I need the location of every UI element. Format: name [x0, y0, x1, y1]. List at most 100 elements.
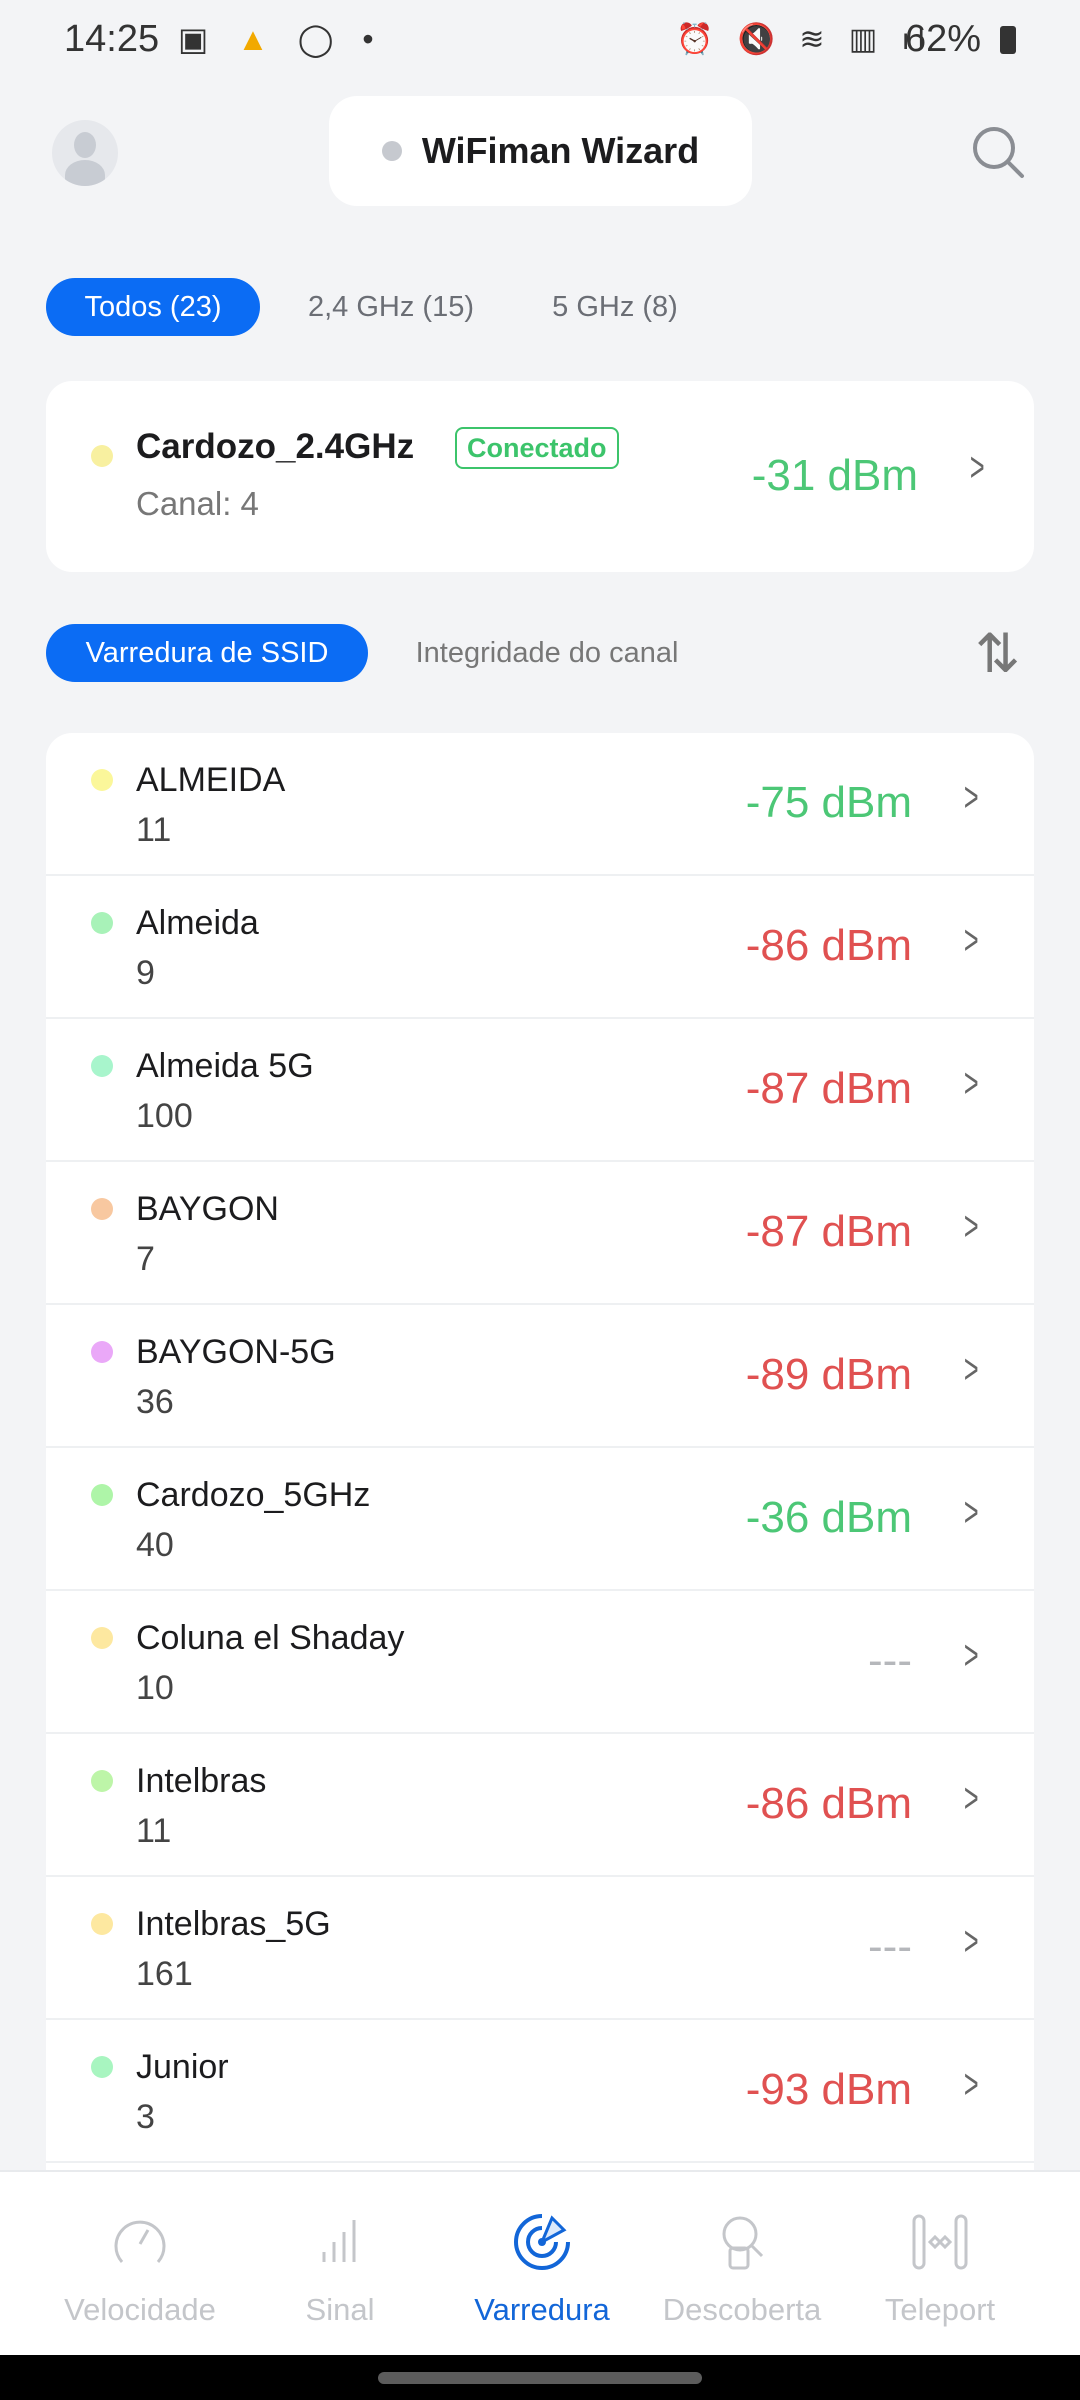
network-channel: 100	[136, 1097, 193, 1135]
nav-label: Varredura	[474, 2292, 610, 2327]
connected-signal: -31 dBm	[751, 451, 918, 500]
network-signal: ---	[868, 1922, 912, 1971]
chevron-right-icon: >	[964, 773, 980, 820]
avatar[interactable]	[52, 120, 118, 186]
nav-descoberta[interactable]: Descoberta	[634, 2172, 850, 2357]
network-row[interactable]: Almeida 9 -86 dBm >	[46, 876, 1034, 1019]
network-channel: 9	[136, 954, 155, 992]
network-ssid: Intelbras	[136, 1762, 267, 1800]
chevron-right-icon: >	[964, 1917, 980, 1964]
chevron-right-icon: >	[964, 1059, 980, 1106]
network-row[interactable]: BAYGON-5G 36 -89 dBm >	[46, 1305, 1034, 1448]
tab-2-4ghz[interactable]: 2,4 GHz (15)	[308, 290, 474, 323]
network-signal: -87 dBm	[745, 1207, 912, 1256]
radar-icon	[514, 2214, 570, 2270]
tab-5ghz[interactable]: 5 GHz (8)	[552, 290, 678, 323]
nav-teleport[interactable]: Teleport	[832, 2172, 1048, 2357]
chevron-right-icon: >	[970, 443, 986, 490]
nav-varredura[interactable]: Varredura	[434, 2172, 650, 2357]
page-title: WiFiman Wizard	[421, 130, 700, 171]
network-signal: -87 dBm	[745, 1064, 912, 1113]
network-signal: ---	[868, 1636, 912, 1685]
tab-channel-health[interactable]: Integridade do canal	[415, 636, 679, 669]
network-color-dot	[91, 2056, 113, 2078]
network-channel: 11	[136, 1812, 172, 1850]
bottom-nav: Velocidade Sinal Varredura Descoberta Te…	[0, 2170, 1080, 2355]
chevron-right-icon: >	[964, 1774, 980, 1821]
network-color-dot	[91, 1770, 113, 1792]
network-ssid: Junior	[136, 2048, 229, 2086]
network-channel: 11	[136, 811, 172, 849]
network-row[interactable]: Junior 3 -93 dBm >	[46, 2020, 1034, 2163]
network-ssid: ALMEIDA	[136, 761, 286, 799]
network-row[interactable]: Intelbras_5G 161 --- >	[46, 1877, 1034, 2020]
sort-icon[interactable]: ⇅	[975, 624, 1021, 684]
network-ssid: Almeida	[136, 904, 259, 942]
network-ssid: BAYGON-5G	[136, 1333, 336, 1371]
chevron-right-icon: >	[964, 1345, 980, 1392]
network-color-dot	[91, 912, 113, 934]
nav-velocidade[interactable]: Velocidade	[32, 2172, 248, 2357]
network-signal: -75 dBm	[745, 778, 912, 827]
device-selector[interactable]: WiFiman Wizard	[329, 96, 752, 206]
chevron-right-icon: >	[964, 2060, 980, 2107]
network-list: ALMEIDA 11 -75 dBm > Almeida 9 -86 dBm >…	[46, 733, 1034, 2170]
network-channel: 3	[136, 2098, 155, 2136]
nav-label: Sinal	[305, 2292, 375, 2327]
network-row[interactable]: BAYGON 7 -87 dBm >	[46, 1162, 1034, 1305]
network-ssid: BAYGON	[136, 1190, 279, 1228]
network-color-dot	[91, 445, 113, 467]
network-row[interactable]: Intelbras 11 -86 dBm >	[46, 1734, 1034, 1877]
chevron-right-icon: >	[964, 1488, 980, 1535]
status-dot	[381, 141, 402, 161]
tab-ssid-scan[interactable]: Varredura de SSID	[46, 624, 368, 682]
nav-label: Velocidade	[64, 2292, 216, 2327]
network-ssid: Coluna el Shaday	[136, 1619, 405, 1657]
teleport-icon	[912, 2214, 968, 2270]
network-signal: -86 dBm	[745, 921, 912, 970]
clock: 14:25	[64, 18, 160, 60]
network-color-dot	[91, 1627, 113, 1649]
network-channel: 7	[136, 1240, 155, 1278]
network-ssid: Cardozo_5GHz	[136, 1476, 371, 1514]
discovery-icon	[722, 2216, 764, 2270]
network-color-dot	[91, 1341, 113, 1363]
nav-label: Teleport	[884, 2292, 996, 2327]
signal-bars-icon	[322, 2220, 356, 2262]
network-signal: -86 dBm	[745, 1779, 912, 1828]
chevron-right-icon: >	[964, 916, 980, 963]
chevron-right-icon: >	[964, 1631, 980, 1678]
speedometer-icon	[114, 2220, 166, 2263]
network-signal: -36 dBm	[745, 1493, 912, 1542]
network-row[interactable]: Cardozo_5GHz 40 -36 dBm >	[46, 1448, 1034, 1591]
network-signal: -89 dBm	[745, 1350, 912, 1399]
network-signal: -93 dBm	[745, 2065, 912, 2114]
nav-label: Descoberta	[662, 2292, 822, 2327]
chevron-right-icon: >	[964, 1202, 980, 1249]
nav-sinal[interactable]: Sinal	[232, 2172, 448, 2357]
battery-level: 62%	[905, 18, 982, 60]
notification-icons: ▣ ▲ ◯ •	[178, 21, 384, 57]
network-color-dot	[91, 1913, 113, 1935]
battery-icon	[1000, 26, 1016, 54]
network-row[interactable]: Almeida 5G 100 -87 dBm >	[46, 1019, 1034, 1162]
connected-ssid: Cardozo_2.4GHz	[136, 427, 415, 466]
network-color-dot	[91, 1198, 113, 1220]
home-handle[interactable]	[378, 2372, 702, 2384]
search-icon[interactable]	[970, 124, 1026, 180]
connected-badge: Conectado	[455, 427, 619, 469]
network-color-dot	[91, 1055, 113, 1077]
connected-network-card[interactable]: Cardozo_2.4GHz Conectado Canal: 4 -31 dB…	[46, 381, 1034, 572]
network-channel: 40	[136, 1526, 174, 1564]
network-color-dot	[91, 769, 113, 791]
network-color-dot	[91, 1484, 113, 1506]
network-ssid: Intelbras_5G	[136, 1905, 331, 1943]
tab-all[interactable]: Todos (23)	[46, 278, 260, 336]
status-bar: 14:25 ▣ ▲ ◯ • ⏰ 🔇 ≋ ▥ ıl 62%	[0, 0, 1080, 80]
connected-channel: Canal: 4	[136, 485, 259, 522]
network-channel: 161	[136, 1955, 193, 1993]
network-row[interactable]: ALMEIDA 11 -75 dBm >	[46, 733, 1034, 876]
network-row[interactable]: Coluna el Shaday 10 --- >	[46, 1591, 1034, 1734]
network-ssid: Almeida 5G	[136, 1047, 314, 1085]
network-channel: 36	[136, 1383, 174, 1421]
